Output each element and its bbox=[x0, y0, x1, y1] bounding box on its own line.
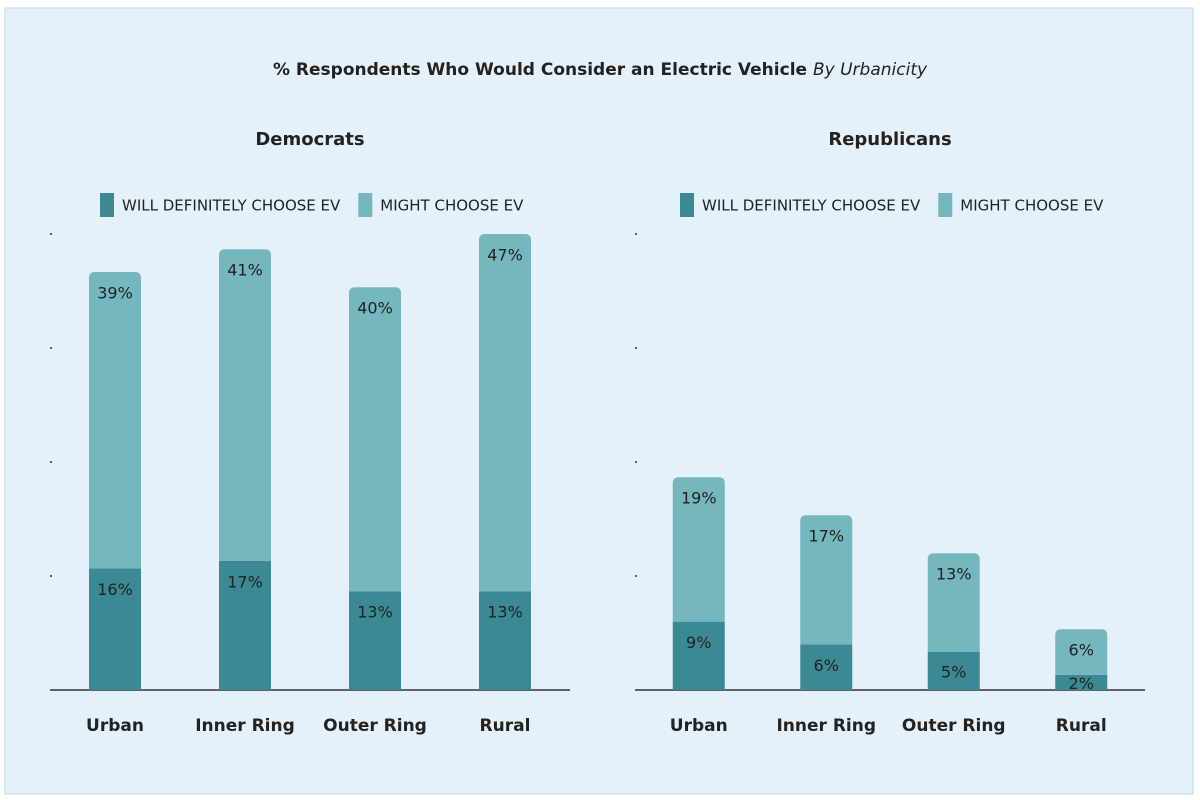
bar-segment bbox=[349, 591, 401, 690]
data-label: 13% bbox=[357, 603, 393, 622]
x-tick-label: Urban bbox=[670, 716, 728, 736]
data-label: 40% bbox=[357, 299, 393, 318]
bar-segment bbox=[479, 234, 531, 592]
subtitle-text: By Urbanicity bbox=[813, 60, 928, 80]
data-label: 17% bbox=[808, 527, 844, 546]
legend-label: MIGHT CHOOSE EV bbox=[960, 197, 1104, 215]
bar-segment bbox=[89, 568, 141, 690]
legend-swatch bbox=[680, 193, 694, 217]
bar-segment bbox=[800, 644, 853, 690]
panel-title: Democrats bbox=[255, 129, 364, 150]
bar-segment bbox=[672, 621, 725, 690]
x-tick-label: Inner Ring bbox=[776, 716, 876, 736]
bar-segment bbox=[927, 652, 980, 690]
data-label: 2% bbox=[1069, 674, 1094, 693]
bar-segment bbox=[219, 249, 271, 561]
legend-swatch bbox=[938, 193, 953, 217]
data-label: 5% bbox=[941, 663, 966, 682]
data-label: 6% bbox=[814, 656, 839, 675]
bar-segment bbox=[1055, 629, 1108, 675]
data-label: 13% bbox=[936, 565, 972, 584]
data-label: 16% bbox=[97, 580, 133, 599]
data-label: 19% bbox=[681, 489, 717, 508]
data-label: 17% bbox=[227, 572, 263, 591]
background bbox=[4, 7, 1194, 795]
x-tick-label: Outer Ring bbox=[323, 716, 427, 736]
x-tick-label: Inner Ring bbox=[195, 716, 295, 736]
bar-segment bbox=[672, 477, 725, 622]
legend-label: WILL DEFINITELY CHOOSE EV bbox=[702, 197, 921, 215]
data-label: 9% bbox=[686, 633, 711, 652]
bar-segment bbox=[479, 591, 531, 690]
legend-label: MIGHT CHOOSE EV bbox=[380, 197, 524, 215]
title-text: % Respondents Who Would Consider an Elec… bbox=[273, 60, 807, 80]
data-label: 47% bbox=[487, 246, 523, 265]
bar-segment bbox=[800, 515, 853, 645]
panel-title: Republicans bbox=[828, 129, 951, 150]
chart-title: % Respondents Who Would Consider an Elec… bbox=[273, 60, 928, 80]
bar-segment bbox=[89, 272, 141, 569]
legend-label: WILL DEFINITELY CHOOSE EV bbox=[122, 197, 341, 215]
x-tick-label: Outer Ring bbox=[902, 716, 1006, 736]
data-label: 39% bbox=[97, 284, 133, 303]
x-tick-label: Rural bbox=[1056, 716, 1107, 736]
x-tick-label: Urban bbox=[86, 716, 144, 736]
data-label: 41% bbox=[227, 261, 263, 280]
bar-segment bbox=[349, 287, 401, 592]
legend-swatch bbox=[100, 193, 114, 217]
data-label: 13% bbox=[487, 603, 523, 622]
data-label: 6% bbox=[1069, 641, 1094, 660]
legend-swatch bbox=[358, 193, 373, 217]
bar-segment bbox=[1055, 674, 1108, 690]
bar-segment bbox=[219, 560, 271, 690]
x-tick-label: Rural bbox=[480, 716, 531, 736]
bar-segment bbox=[927, 553, 980, 652]
